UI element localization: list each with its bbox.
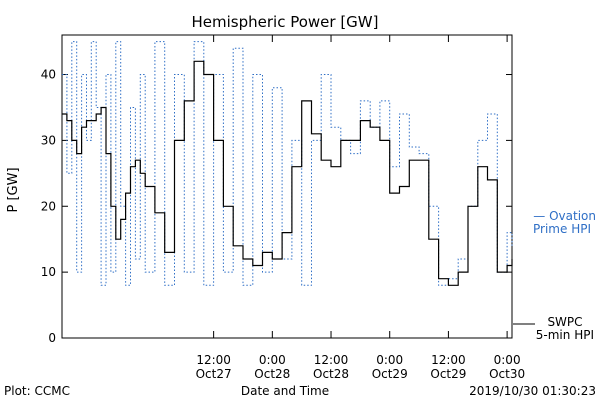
y-tick-label: 30 [41,133,56,147]
footer-source: Plot: CCMC [4,384,70,398]
x-tick-time-label: 0:00 [494,353,521,367]
y-tick-label: 0 [48,331,56,345]
y-axis-ticks: 0 10 20 30 40 [41,68,512,345]
y-tick-label: 10 [41,265,56,279]
chart-title: Hemispheric Power [GW] [192,13,379,31]
x-tick-time-label: 12:00 [431,353,466,367]
x-tick-date-label: Oct29 [372,367,408,381]
x-tick-time-label: 12:00 [196,353,231,367]
x-tick-date-label: Oct28 [254,367,290,381]
series-layer [62,41,513,286]
series-line-ovation [62,41,513,286]
y-axis-label: P [GW] [6,167,21,212]
x-tick-time-label: 0:00 [376,353,403,367]
x-tick-date-label: Oct28 [313,367,349,381]
legend-swpc: SWPC 5-min HPI [513,315,594,342]
y-tick-label: 20 [41,199,56,213]
x-axis-ticks: 12:00Oct270:00Oct2812:00Oct280:00Oct2912… [196,35,525,381]
legend-ovation-line1: — Ovation [533,209,596,223]
x-tick-date-label: Oct29 [430,367,466,381]
legend-ovation: — Ovation Prime HPI [533,209,596,236]
legend-ovation-line2: Prime HPI [533,222,591,236]
x-tick-date-label: Oct27 [196,367,232,381]
series-line-swpc [62,60,513,286]
footer-timestamp: 2019/10/30 01:30:23 [469,384,596,398]
x-tick-date-label: Oct30 [489,367,525,381]
plot-frame [61,34,513,339]
x-tick-time-label: 0:00 [259,353,286,367]
x-tick-time-label: 12:00 [314,353,349,367]
x-axis-label: Date and Time [241,384,329,398]
y-tick-label: 40 [41,68,56,82]
legend-swpc-line2: 5-min HPI [536,328,594,342]
legend-swpc-line1: SWPC [547,315,582,329]
